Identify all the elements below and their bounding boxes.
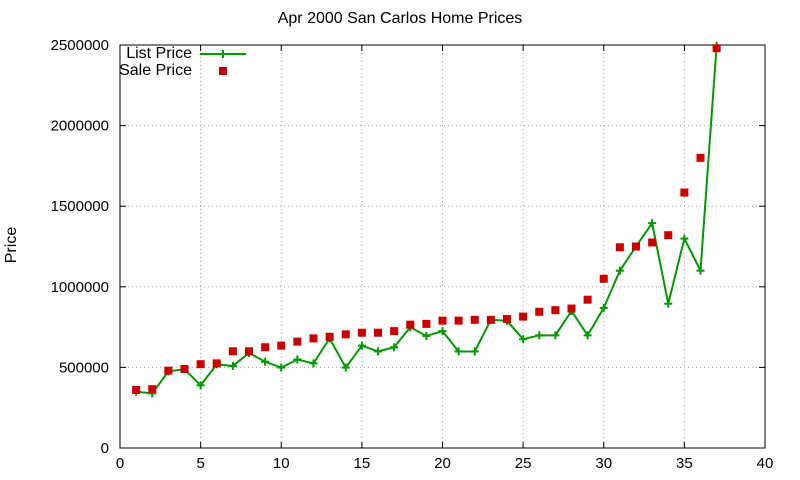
x-tick-label: 30 (595, 455, 612, 472)
data-point-list-price (680, 234, 689, 243)
data-point-sale-price (406, 320, 415, 329)
data-point-sale-price (277, 341, 286, 350)
data-point-list-price (277, 363, 286, 372)
data-point-list-price (261, 357, 270, 366)
y-tick-label: 2500000 (51, 37, 109, 54)
data-point-list-price (583, 331, 592, 340)
data-point-sale-price (261, 343, 270, 352)
data-point-list-price (664, 299, 673, 308)
data-point-list-price (696, 266, 705, 275)
data-point-sale-price (470, 315, 479, 324)
data-point-sale-price (680, 188, 689, 197)
data-point-list-price (357, 341, 366, 350)
data-point-sale-price (293, 337, 302, 346)
data-point-sale-price (309, 334, 318, 343)
data-point-sale-price (196, 360, 205, 369)
data-point-sale-price (374, 328, 382, 337)
data-point-sale-price (551, 306, 560, 315)
x-tick-label: 40 (757, 455, 774, 472)
x-tick-label: 10 (273, 455, 290, 472)
legend-symbol-list-price (200, 50, 246, 58)
data-point-sale-price (567, 304, 576, 313)
data-point-list-price (470, 347, 479, 356)
data-point-sale-price (390, 327, 399, 336)
data-point-list-price (519, 335, 528, 344)
data-point-list-price (615, 266, 624, 275)
data-point-sale-price (228, 347, 237, 356)
data-point-sale-price (632, 242, 640, 251)
chart-title: Apr 2000 San Carlos Home Prices (277, 10, 523, 27)
x-tick-label: 25 (515, 455, 532, 472)
x-tick-label: 20 (434, 455, 451, 472)
data-point-list-price (374, 347, 382, 356)
data-point-list-price (422, 331, 431, 340)
data-point-list-price (648, 219, 657, 228)
data-point-list-price (551, 331, 560, 340)
series-line-list-price (136, 45, 718, 395)
data-point-sale-price (341, 330, 350, 339)
data-point-sale-price (180, 365, 189, 374)
legend-symbol-sale-price (219, 67, 227, 75)
data-point-sale-price (503, 315, 511, 324)
data-point-sale-price (454, 316, 463, 325)
data-point-sale-price (212, 359, 221, 368)
x-tick-label: 5 (196, 455, 204, 472)
y-tick-label: 1000000 (51, 279, 109, 296)
data-point-list-price (293, 355, 302, 364)
ticks: 0 5 10 15 20 25 30 35 40 0 500000 1000000 1500000 200… (51, 37, 774, 472)
data-point-sale-price (325, 332, 334, 341)
data-point-sale-price (712, 44, 721, 53)
data-point-list-price (535, 331, 544, 340)
data-point-sale-price (664, 231, 673, 240)
data-point-sale-price (164, 366, 173, 375)
legend-entry-list-price: List Price (119, 45, 248, 62)
data-point-list-price (438, 327, 447, 336)
y-tick-label: 1500000 (51, 198, 109, 215)
data-point-list-price (309, 359, 318, 368)
series-sale-price (132, 44, 721, 394)
data-point-sale-price (599, 274, 608, 283)
x-tick-label: 15 (354, 455, 371, 472)
data-point-list-price (454, 347, 463, 356)
y-tick-label: 2000000 (51, 118, 109, 135)
data-point-list-price (341, 363, 350, 372)
data-point-sale-price (486, 315, 495, 324)
x-tick-label: 35 (676, 455, 693, 472)
data-point-sale-price (132, 385, 141, 394)
data-point-sale-price (357, 328, 366, 337)
data-point-sale-price (696, 153, 705, 162)
data-point-sale-price (615, 243, 624, 252)
data-point-list-price (599, 303, 608, 312)
data-point-sale-price (648, 238, 657, 247)
data-point-sale-price (438, 316, 447, 325)
grid (120, 45, 765, 448)
legend-label-list-price: List Price (126, 44, 192, 62)
data-point-sale-price (422, 319, 431, 328)
legend-label-sale-price: Sale Price (119, 61, 192, 79)
data-point-list-price (196, 381, 205, 390)
y-tick-label: 500000 (59, 359, 109, 376)
series-layer (132, 41, 721, 398)
data-point-sale-price (583, 295, 592, 304)
legend-entry-sale-price: Sale Price (119, 62, 248, 79)
data-point-sale-price (519, 312, 528, 321)
x-tick-label: 0 (116, 455, 124, 472)
data-point-sale-price (148, 385, 157, 394)
legend: List Price Sale Price (119, 45, 248, 79)
data-point-list-price (390, 343, 399, 352)
y-tick-label: 0 (101, 440, 109, 457)
series-list-price (132, 41, 721, 398)
data-point-sale-price (245, 347, 253, 356)
data-point-list-price (228, 361, 237, 370)
y-axis-label: Price (3, 226, 20, 264)
data-point-sale-price (535, 307, 544, 316)
